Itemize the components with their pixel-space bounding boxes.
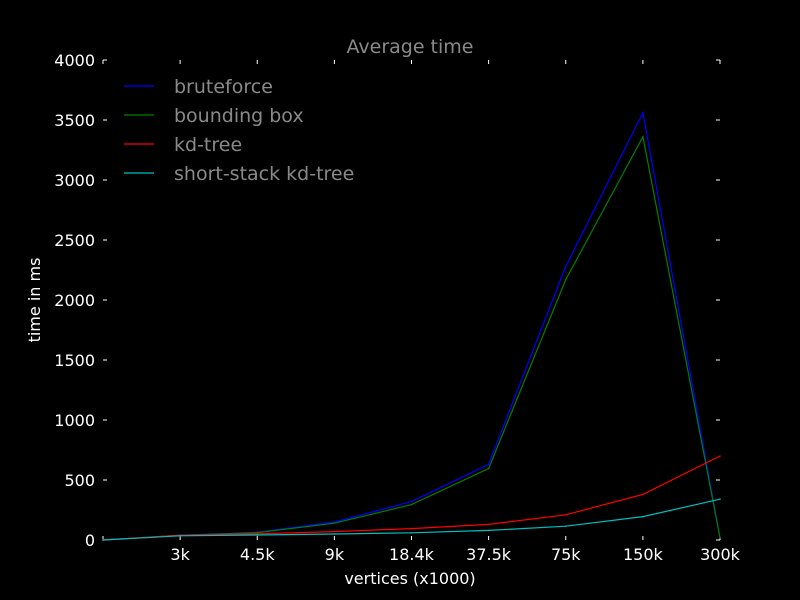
- data-point-short-stack-kd-tree: [410, 532, 413, 534]
- x-tick-labels: 3k 4.5k 9k 18.4k 37.5k 75k 150k 300k: [170, 545, 740, 564]
- x-tick-label: 4.5k: [240, 545, 275, 564]
- legend-entry-label: kd-tree: [174, 134, 242, 156]
- legend-entry-label: bounding box: [174, 105, 304, 127]
- data-point-bruteforce: [410, 500, 413, 503]
- y-tick-label: 2000: [54, 291, 95, 310]
- data-point-short-stack-kd-tree: [487, 529, 490, 532]
- x-tick-label: 9k: [325, 545, 345, 564]
- y-tick-label: 2500: [54, 231, 95, 250]
- data-point-bounding-box: [719, 536, 721, 539]
- y-tick-label: 500: [64, 471, 95, 490]
- x-tick-label: 3k: [170, 545, 190, 564]
- data-point-kd-tree: [410, 527, 413, 530]
- data-point-short-stack-kd-tree: [564, 525, 567, 527]
- y-tick-label: 4000: [54, 51, 95, 70]
- data-point-kd-tree: [564, 514, 567, 516]
- y-tick-label: 1500: [54, 351, 95, 370]
- x-tick-label: 18.4k: [389, 545, 435, 564]
- chart-title: Average time: [347, 36, 474, 58]
- data-point-bruteforce: [333, 521, 336, 523]
- x-axis-label: vertices (x1000): [344, 569, 475, 588]
- x-tick-label: 75k: [551, 545, 581, 564]
- legend: bruteforce bounding box kd-tree short-stack…: [124, 76, 354, 185]
- y-axis-label: time in ms: [25, 258, 44, 343]
- y-tick-label: 3000: [54, 171, 95, 190]
- data-point-bounding-box: [564, 278, 567, 281]
- x-tick-label: 300k: [700, 545, 741, 564]
- y-tick-label: 0: [85, 531, 95, 550]
- data-point-bounding-box: [642, 136, 644, 138]
- data-point-bruteforce: [564, 265, 567, 268]
- y-tick-label: 3500: [54, 111, 95, 130]
- data-point-bounding-box: [487, 467, 490, 470]
- data-point-short-stack-kd-tree: [333, 533, 336, 535]
- legend-entry-label: short-stack kd-tree: [174, 163, 354, 185]
- axis-ticks: [102, 59, 721, 541]
- x-tick-label: 37.5k: [466, 545, 512, 564]
- data-point-kd-tree: [487, 523, 490, 526]
- data-point-bounding-box: [410, 503, 413, 506]
- y-tick-labels: 0 500 1000 1500 2000 2500 3000 3500 4000: [54, 51, 95, 550]
- data-point-kd-tree: [719, 455, 721, 457]
- data-point-short-stack-kd-tree: [179, 535, 181, 537]
- legend-entry-label: bruteforce: [174, 76, 273, 98]
- data-point-bruteforce: [487, 463, 490, 466]
- data-point-kd-tree: [642, 493, 644, 496]
- data-point-short-stack-kd-tree: [719, 498, 721, 501]
- data-point-bruteforce: [642, 112, 644, 114]
- data-point-kd-tree: [333, 530, 336, 533]
- series-lines: [102, 110, 721, 541]
- data-point-short-stack-kd-tree: [642, 515, 644, 518]
- y-tick-label: 1000: [54, 411, 95, 430]
- data-point-bounding-box: [333, 522, 336, 524]
- x-tick-label: 150k: [623, 545, 664, 564]
- data-point-short-stack-kd-tree: [256, 534, 259, 536]
- data-point-bounding-box: [256, 531, 259, 534]
- data-point-kd-tree: [256, 532, 259, 535]
- data-point-short-stack-kd-tree: [102, 539, 104, 541]
